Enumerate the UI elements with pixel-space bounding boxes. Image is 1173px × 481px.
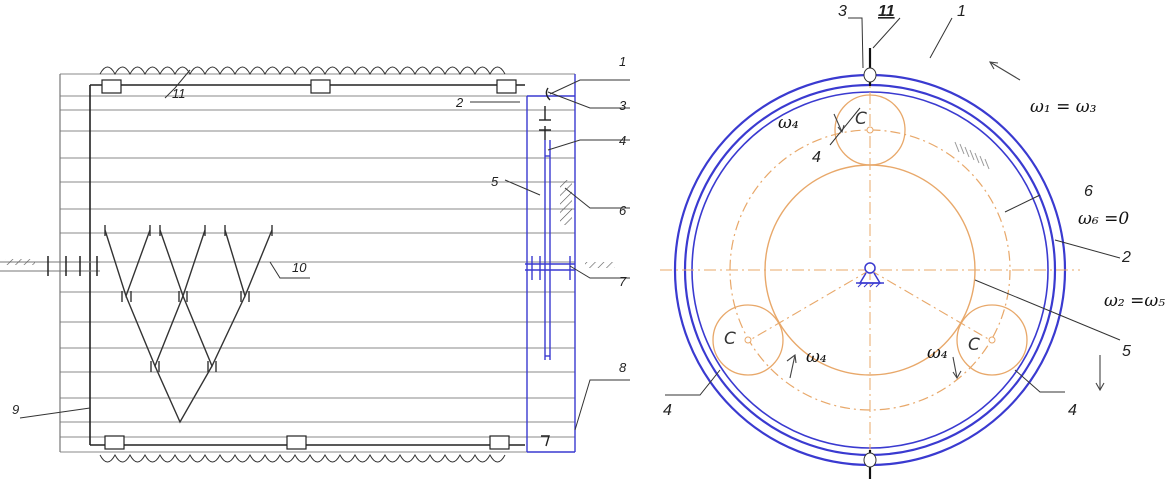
equation-w2-w5: ω₂ =ω₅ xyxy=(1104,291,1165,311)
label-left-10: 10 xyxy=(292,260,307,275)
rollers-top xyxy=(101,79,517,94)
label-left-6: 6 xyxy=(619,203,627,218)
pin-top xyxy=(863,48,877,86)
arrow-head-2 xyxy=(1095,382,1105,392)
label-right-6: 6 xyxy=(1084,183,1093,200)
main-shaft xyxy=(0,256,100,276)
equation-w4-right: ω₄ xyxy=(927,343,948,363)
label-left-4: 4 xyxy=(619,133,626,148)
label-left-3: 3 xyxy=(619,98,627,113)
label-left-2: 2 xyxy=(455,95,464,110)
equation-w4-left: ω₄ xyxy=(806,347,827,367)
right-diagram: 3 11 1 4 6 2 5 4 4 C C C ω₁ = ω₃ ω₆ =0 ω… xyxy=(660,3,1165,479)
hatch-ticks xyxy=(954,141,990,170)
planet-left-center xyxy=(744,336,752,344)
planetary-frame xyxy=(525,74,576,453)
planet-left xyxy=(712,304,784,376)
left-horizontal-lines xyxy=(60,73,575,453)
label-left-5: 5 xyxy=(491,174,499,189)
branching-structure xyxy=(104,225,273,424)
arrow-head-4left xyxy=(786,353,797,364)
fixed-support-7 xyxy=(585,262,615,268)
planet-right xyxy=(956,304,1028,376)
arrow-omega-1 xyxy=(989,61,1021,81)
arrow-head-1 xyxy=(988,61,999,70)
carrier-arms xyxy=(749,269,991,341)
corrugation-bottom xyxy=(99,453,506,463)
label-right-3: 3 xyxy=(838,3,847,20)
carrier-circle-6 xyxy=(729,129,1011,411)
leader-lines-right xyxy=(665,17,1121,396)
label-right-2: 2 xyxy=(1121,249,1131,266)
carrier-mark-left: C xyxy=(724,329,736,349)
equation-w4-top: ω₄ xyxy=(778,113,799,133)
drum-shell xyxy=(89,84,525,446)
arrow-omega4-left xyxy=(789,354,796,379)
label-right-1: 1 xyxy=(957,3,966,20)
rollers-bottom xyxy=(104,435,510,450)
equation-w6: ω₆ =0 xyxy=(1078,209,1129,229)
fixed-support-6 xyxy=(560,180,572,225)
corrugation-top xyxy=(99,66,506,76)
arrow-head-4top xyxy=(837,124,845,134)
planet-top-center xyxy=(866,126,874,134)
gear-symbols xyxy=(539,87,551,447)
carrier-mark-top: C xyxy=(855,109,867,129)
pin-bottom xyxy=(863,450,877,479)
label-left-9: 9 xyxy=(12,402,19,417)
label-right-11: 11 xyxy=(878,3,895,20)
planet-top xyxy=(834,94,906,166)
equation-w1-w3: ω₁ = ω₃ xyxy=(1030,97,1097,117)
center-pivot xyxy=(856,262,884,288)
arrow-head-4right xyxy=(952,370,962,380)
arrow-omega4-top xyxy=(833,113,843,133)
label-left-7: 7 xyxy=(619,274,627,289)
carrier-mark-right: C xyxy=(968,335,980,355)
label-right-5: 5 xyxy=(1122,343,1131,360)
label-right-4c: 4 xyxy=(1068,402,1077,419)
leader-lines-left xyxy=(19,69,630,431)
planet-right-center xyxy=(988,336,996,344)
rotation-arrows xyxy=(786,61,1105,392)
label-left-1: 1 xyxy=(619,54,626,69)
label-right-4a: 4 xyxy=(812,149,821,166)
left-diagram: 1 2 3 4 5 6 7 8 9 10 11 xyxy=(0,54,630,463)
arrow-omega4-right xyxy=(952,356,958,379)
label-left-8: 8 xyxy=(619,360,627,375)
label-left-11: 11 xyxy=(172,86,186,101)
label-right-4b: 4 xyxy=(663,402,672,419)
